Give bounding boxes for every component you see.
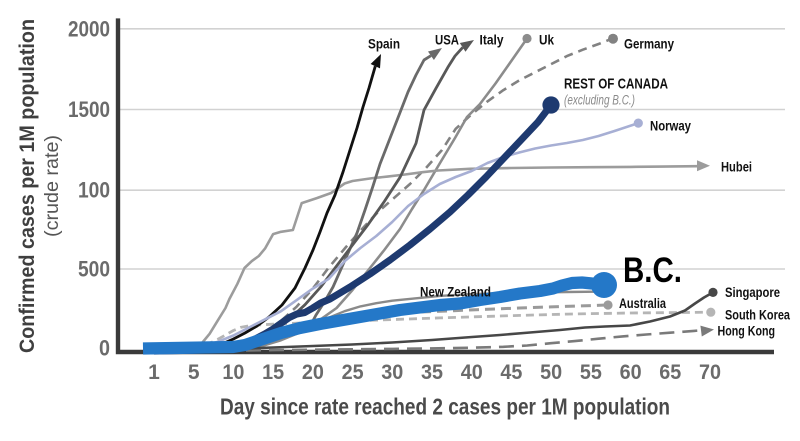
svg-text:Germany: Germany	[624, 36, 674, 52]
svg-text:2000: 2000	[68, 16, 110, 41]
svg-text:Spain: Spain	[368, 36, 400, 52]
svg-text:(excluding B.C.): (excluding B.C.)	[564, 93, 635, 108]
svg-text:25: 25	[342, 361, 364, 384]
svg-text:Confirmed cases per 1M populat: Confirmed cases per 1M population	[16, 19, 39, 353]
svg-text:Day since rate reached 2 cases: Day since rate reached 2 cases per 1M po…	[220, 394, 670, 420]
svg-text:B.C.: B.C.	[623, 251, 682, 290]
svg-text:Hubei: Hubei	[721, 159, 752, 175]
svg-text:1500: 1500	[68, 97, 110, 122]
svg-text:Singapore: Singapore	[725, 284, 780, 300]
svg-text:10: 10	[222, 361, 244, 384]
svg-text:New Zealand: New Zealand	[420, 284, 491, 300]
svg-text:South Korea: South Korea	[725, 307, 790, 323]
svg-text:65: 65	[659, 361, 681, 384]
svg-text:REST OF CANADA: REST OF CANADA	[564, 76, 668, 93]
svg-text:Australia: Australia	[619, 295, 666, 311]
svg-text:35: 35	[421, 361, 443, 384]
svg-text:0: 0	[99, 336, 110, 361]
svg-text:60: 60	[620, 361, 642, 384]
svg-text:20: 20	[302, 361, 324, 384]
svg-text:40: 40	[461, 361, 483, 384]
svg-text:100: 100	[78, 178, 110, 203]
svg-text:Italy: Italy	[480, 32, 504, 48]
svg-text:50: 50	[540, 361, 562, 384]
svg-text:1: 1	[148, 361, 160, 384]
svg-text:500: 500	[78, 257, 110, 282]
svg-text:45: 45	[500, 361, 522, 384]
svg-text:30: 30	[381, 361, 403, 384]
svg-text:5: 5	[188, 361, 200, 384]
svg-text:15: 15	[262, 361, 284, 384]
svg-text:70: 70	[699, 361, 721, 384]
svg-text:Uk: Uk	[539, 32, 554, 48]
svg-text:55: 55	[580, 361, 602, 384]
svg-text:USA: USA	[435, 32, 459, 48]
svg-text:Hong Kong: Hong Kong	[718, 323, 776, 339]
svg-text:Norway: Norway	[650, 118, 691, 134]
svg-text:(crude rate): (crude rate)	[42, 135, 63, 237]
